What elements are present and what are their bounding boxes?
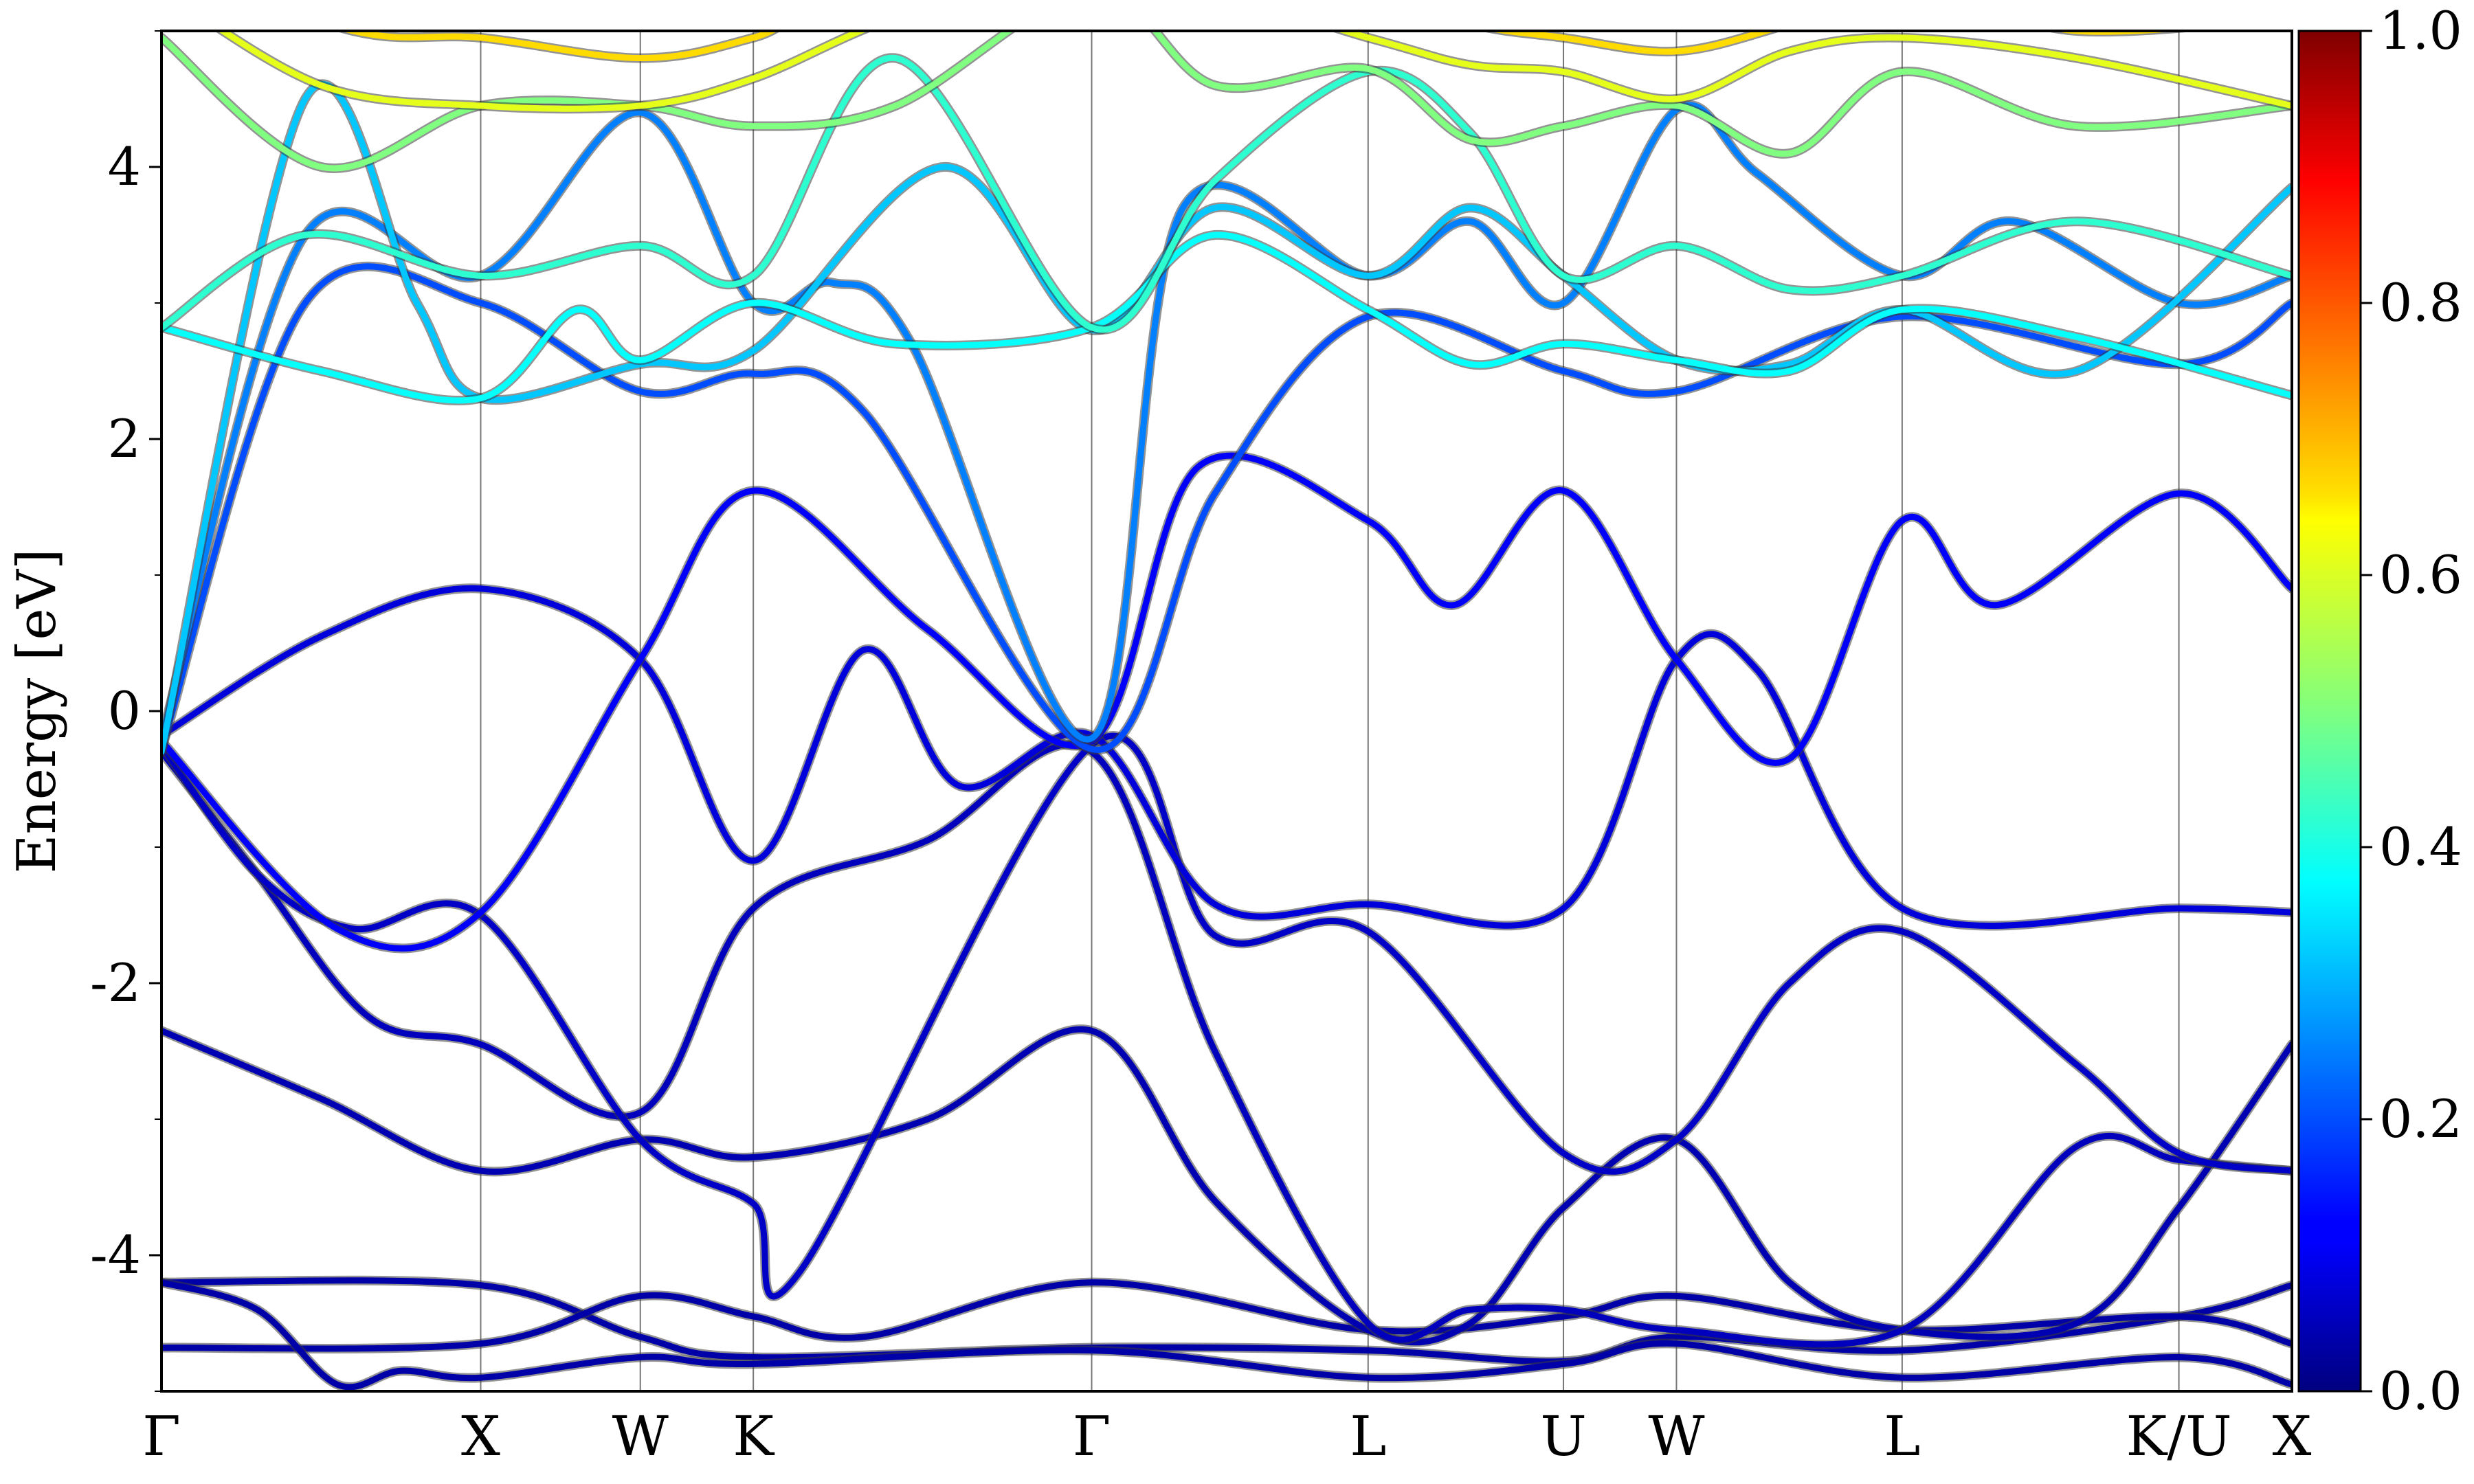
x-tick-label: K/U [2126, 1404, 2232, 1468]
band-line [340, 31, 2182, 62]
y-tick-label: -4 [90, 1224, 141, 1285]
x-axis-ticks: Γ X W K Γ L U W L K/U X [142, 1404, 2311, 1468]
band-line [161, 1279, 2292, 1391]
y-tick-label: -2 [90, 952, 141, 1013]
band-line [161, 232, 2292, 404]
colorbar-tick-label: 0.2 [2379, 1088, 2462, 1149]
colorbar-gradient [2297, 30, 2362, 1393]
colorbar-tick-label: 0.4 [2379, 816, 2462, 877]
x-tick-label: L [1350, 1404, 1386, 1468]
x-tick-label: U [1540, 1404, 1586, 1468]
band-line [161, 741, 2292, 1348]
x-tick-label: Γ [1073, 1404, 1111, 1468]
band-line [161, 55, 2292, 333]
colorbar: 0.0 0.2 0.4 0.6 0.8 1.0 [2297, 0, 2462, 1421]
y-axis-label: Energy [eV] [6, 549, 68, 874]
y-axis-ticks: -4 -2 0 2 4 [90, 30, 161, 1392]
band-line [161, 102, 2292, 743]
y-tick-label: 4 [108, 136, 141, 197]
high-symmetry-gridlines [480, 31, 2180, 1391]
colorbar-ticks: 0.0 0.2 0.4 0.6 0.8 1.0 [2361, 0, 2462, 1421]
colorbar-tick-label: 0.8 [2379, 272, 2462, 333]
y-tick-label: 0 [108, 680, 141, 741]
colorbar-tick-label: 1.0 [2379, 0, 2462, 61]
band-line [161, 452, 2292, 952]
x-tick-label: X [461, 1404, 500, 1468]
colorbar-tick-label: 0.0 [2379, 1360, 2462, 1421]
x-tick-label: Γ [142, 1404, 181, 1468]
band-line [161, 31, 2292, 172]
band-line [161, 585, 2292, 930]
x-tick-label: W [1648, 1404, 1704, 1468]
band-line [161, 1026, 2292, 1346]
x-tick-label: L [1884, 1404, 1920, 1468]
y-tick-label: 2 [108, 408, 141, 469]
band-line [217, 31, 2292, 112]
x-tick-label: X [2273, 1404, 2312, 1468]
x-tick-label: W [612, 1404, 669, 1468]
bands-group [161, 31, 2292, 1391]
x-tick-label: K [733, 1404, 774, 1468]
colorbar-tick-label: 0.6 [2379, 544, 2462, 605]
